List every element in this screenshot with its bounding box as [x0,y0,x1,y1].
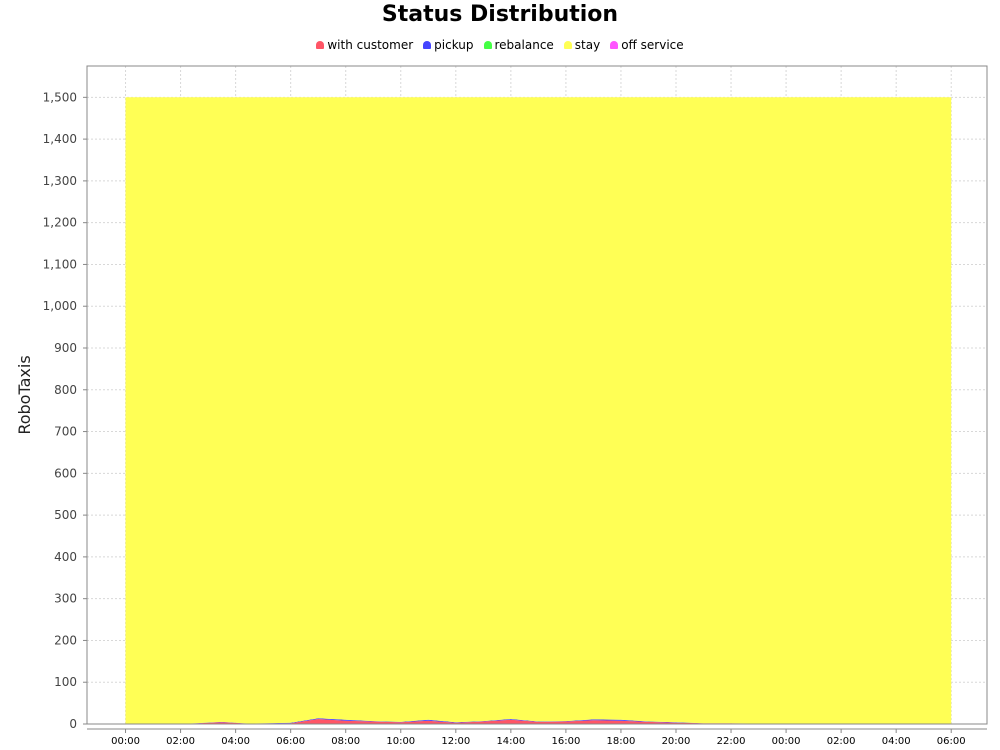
area-series-with-customer [125,719,952,724]
x-tick-label: 22:00 [717,736,746,747]
x-tick-label: 06:00 [937,736,966,747]
y-tick-label: 500 [54,508,77,522]
y-tick-label: 600 [54,466,77,480]
legend-label: pickup [434,38,474,52]
x-tick-label: 10:00 [386,736,415,747]
legend-item: off service [610,38,684,52]
x-tick-label: 20:00 [662,736,691,747]
x-tick-label: 12:00 [441,736,470,747]
x-tick-label: 00:00 [772,736,801,747]
area-series-stay [125,97,952,725]
legend-swatch [610,41,619,49]
plot-border [86,65,988,725]
y-tick-label: 1,000 [43,299,77,313]
area-series-pickup [125,718,952,724]
y-tick-label: 0 [69,717,77,731]
legend-swatch [483,41,492,49]
chart-legend: with customer pickup rebalance stay off serv… [0,38,1000,52]
y-tick-label: 1,500 [43,90,77,104]
legend-item: pickup [423,38,474,52]
y-tick-label: 700 [54,425,77,439]
y-axis-label: RoboTaxis [15,355,34,434]
y-tick-label: 900 [54,341,77,355]
legend-label: with customer [327,38,414,52]
y-tick-label: 300 [54,592,77,606]
legend-label: off service [621,38,684,52]
legend-item: stay [563,38,601,52]
x-tick-label: 06:00 [276,736,305,747]
y-tick-label: 1,300 [43,174,77,188]
legend-label: stay [574,38,601,52]
y-tick-label: 200 [54,633,77,647]
x-tick-label: 04:00 [882,736,911,747]
legend-item: rebalance [483,38,554,52]
y-tick-label: 1,100 [43,257,77,271]
y-tick-label: 800 [54,383,77,397]
chart-title: Status Distribution [381,2,619,27]
y-tick-label: 100 [54,675,77,689]
legend-item: with customer [316,38,413,52]
legend-label: rebalance [494,38,554,52]
x-tick-label: 08:00 [331,736,360,747]
x-tick-label: 00:00 [111,736,140,747]
x-tick-label: 16:00 [551,736,580,747]
y-tick-label: 1,400 [43,132,77,146]
y-tick-label: 1,200 [43,216,77,230]
legend-swatch [316,41,325,49]
x-tick-label: 04:00 [221,736,250,747]
x-tick-label: 18:00 [607,736,636,747]
legend-swatch [563,41,572,49]
x-tick-label: 02:00 [166,736,195,747]
y-tick-label: 400 [54,550,77,564]
x-tick-label: 02:00 [827,736,856,747]
x-tick-label: 14:00 [496,736,525,747]
legend-swatch [423,41,432,49]
